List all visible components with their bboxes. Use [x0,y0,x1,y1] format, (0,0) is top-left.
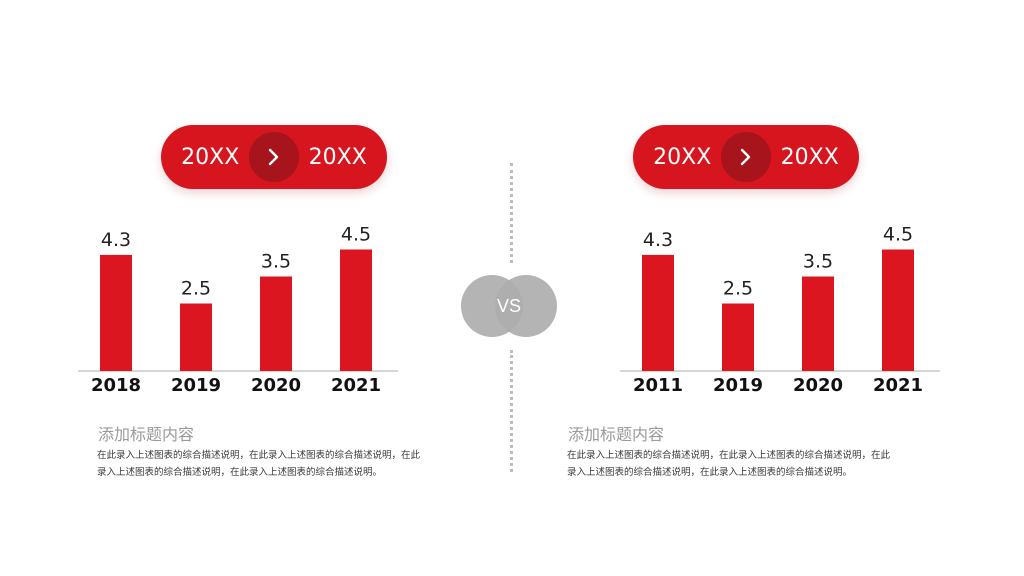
year-to-label: 20XX [780,144,839,170]
bar-2018 [100,254,132,371]
description-left: 在此录入上述图表的综合描述说明，在此录入上述图表的综合描述说明，在此 录入上述图… [97,447,482,481]
x-tick-label: 2019 [171,375,221,396]
bar-2021 [882,249,914,371]
description-line: 录入上述图表的综合描述说明，在此录入上述图表的综合描述说明。 [97,467,383,478]
vs-circle-right [495,275,557,337]
divider-bottom [510,350,516,472]
year-from-label: 20XX [181,144,240,170]
x-tick-label: 2021 [873,375,923,396]
bar-2020 [802,276,834,371]
bar-value-label: 4.3 [643,229,673,251]
vs-label: VS [496,295,521,316]
year-compare-pill-left: 20XX 20XX [161,125,387,189]
bar-chart-right-svg: 4.3 2011 2.5 2019 3.5 2020 4.5 2021 [620,224,940,396]
bar-value-label: 2.5 [181,278,211,300]
bar-chart-left-svg: 4.3 2018 2.5 2019 3.5 2020 4.5 2021 [78,224,398,396]
bar-2021 [340,249,372,371]
description-line: 录入上述图表的综合描述说明，在此录入上述图表的综合描述说明。 [567,467,853,478]
vs-badge: VS [461,275,557,337]
bar-value-label: 4.5 [341,224,371,246]
bar-value-label: 2.5 [723,278,753,300]
section-title-left: 添加标题内容 [98,425,195,444]
bar-value-label: 3.5 [261,251,291,273]
year-compare-pill-right: 20XX 20XX [633,125,859,189]
year-to-label: 20XX [308,144,367,170]
x-tick-label: 2011 [633,375,683,396]
bar-chart-right: 4.3 2011 2.5 2019 3.5 2020 4.5 2021 [620,215,944,396]
bar-2011 [642,254,674,371]
x-tick-label: 2021 [331,375,381,396]
description-right: 在此录入上述图表的综合描述说明，在此录入上述图表的综合描述说明，在此 录入上述图… [567,447,952,481]
chevron-right-icon [249,132,299,182]
chevron-right-icon [721,132,771,182]
bar-value-label: 3.5 [803,251,833,273]
x-tick-label: 2018 [91,375,141,396]
bar-2020 [260,276,292,371]
x-tick-label: 2020 [251,375,301,396]
section-title-right: 添加标题内容 [568,425,665,444]
bar-2019 [180,303,212,371]
bar-value-label: 4.5 [883,224,913,246]
description-line: 在此录入上述图表的综合描述说明，在此录入上述图表的综合描述说明，在此 [97,450,421,461]
divider-top [510,163,516,263]
x-tick-label: 2019 [713,375,763,396]
description-line: 在此录入上述图表的综合描述说明，在此录入上述图表的综合描述说明，在此 [567,450,891,461]
year-from-label: 20XX [653,144,712,170]
bar-2019 [722,303,754,371]
bar-value-label: 4.3 [101,229,131,251]
bar-chart-left: 4.3 2018 2.5 2019 3.5 2020 4.5 2021 [78,215,402,396]
x-tick-label: 2020 [793,375,843,396]
